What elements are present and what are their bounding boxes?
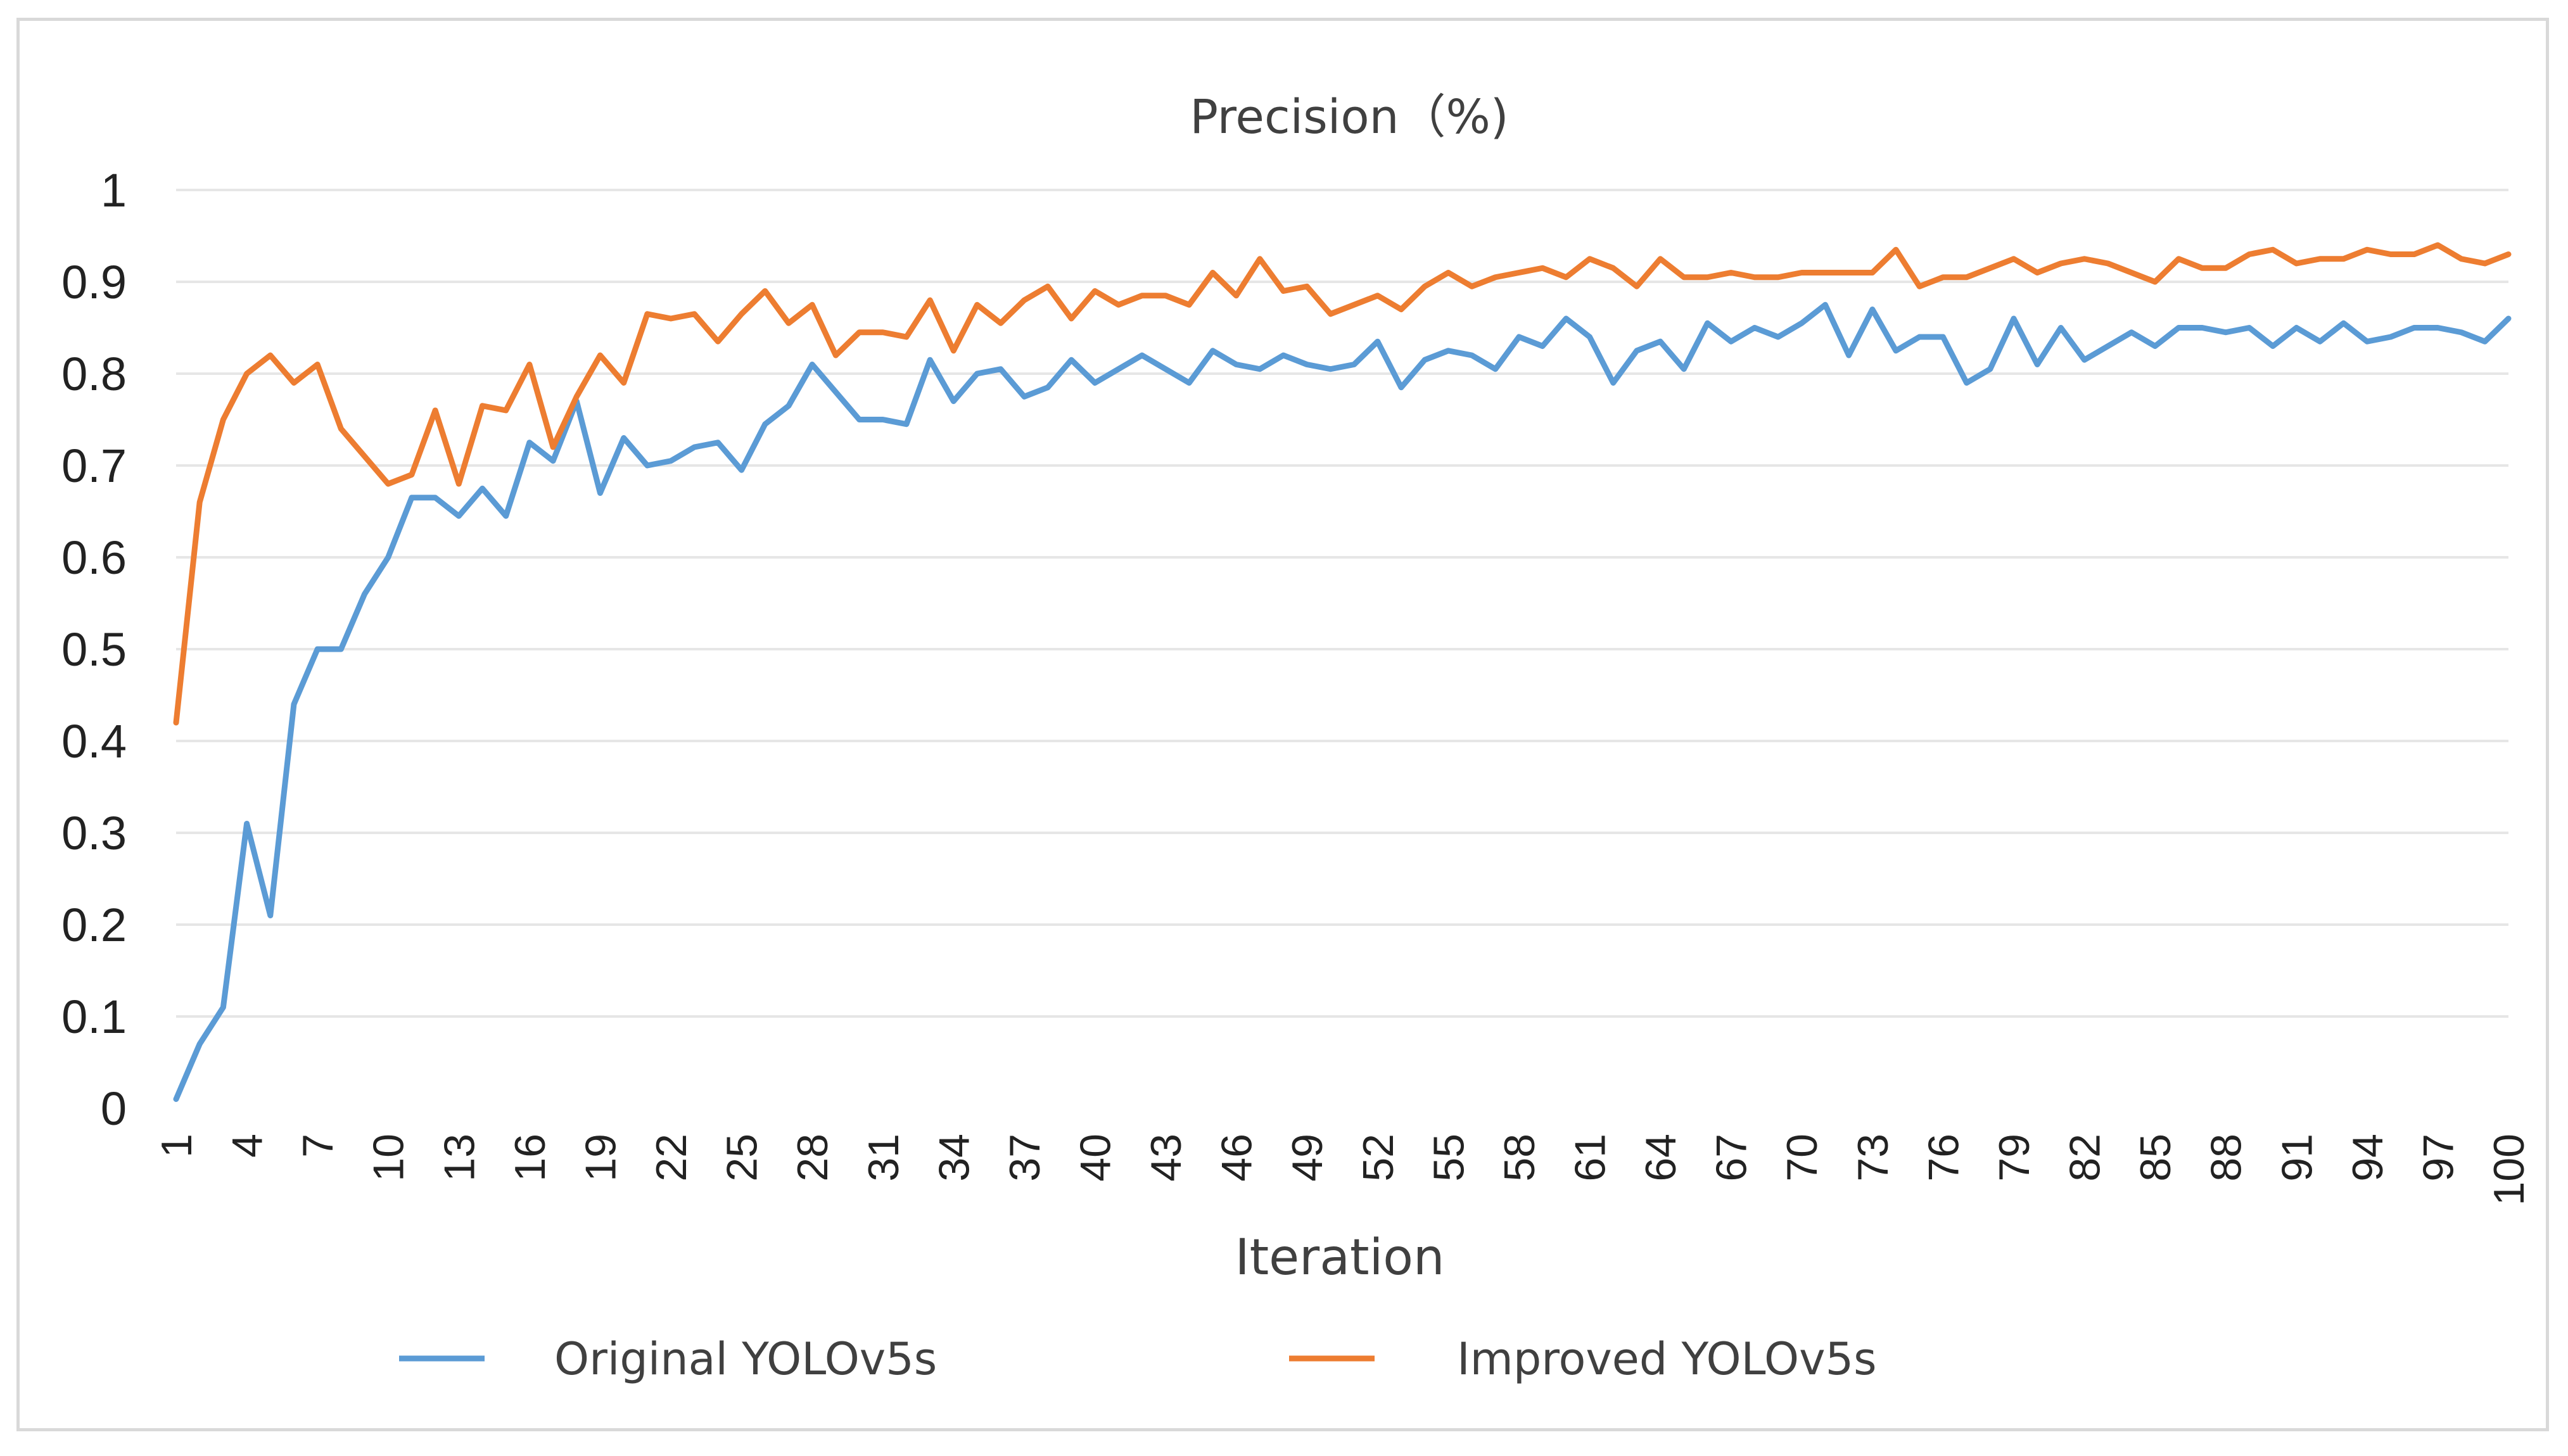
x-tick-label: 91 <box>2273 1134 2321 1182</box>
x-tick-label: 25 <box>718 1134 766 1182</box>
y-tick-label: 0.3 <box>61 807 127 859</box>
x-tick-label: 10 <box>365 1134 413 1182</box>
x-tick-label: 70 <box>1778 1134 1826 1182</box>
x-tick-label: 22 <box>647 1134 696 1182</box>
x-tick-label: 4 <box>224 1134 272 1158</box>
x-tick-label: 76 <box>1919 1134 1967 1182</box>
x-tick-label: 43 <box>1142 1134 1190 1182</box>
y-tick-label: 0 <box>101 1082 127 1135</box>
x-tick-label: 55 <box>1425 1134 1473 1182</box>
y-tick-label: 0.9 <box>61 256 127 308</box>
chart-title: Precision（%) <box>1190 90 1508 144</box>
gridlines <box>176 189 2508 1018</box>
x-tick-label: 94 <box>2344 1134 2392 1182</box>
y-tick-label: 0.1 <box>61 991 127 1043</box>
legend-label-original: Original YOLOv5s <box>554 1333 937 1385</box>
series-lines <box>173 242 2512 1102</box>
x-tick-label: 79 <box>1990 1134 2038 1182</box>
x-tick-label: 58 <box>1496 1134 1544 1182</box>
y-tick-label: 0.4 <box>61 715 127 768</box>
y-tick-label: 0.2 <box>61 899 127 951</box>
y-tick-label: 0.6 <box>61 531 127 584</box>
y-tick-label: 0.7 <box>61 440 127 492</box>
legend: Original YOLOv5s Improved YOLOv5s <box>399 1333 1877 1385</box>
x-tick-label: 40 <box>1071 1134 1119 1182</box>
series-line-original <box>173 301 2512 1102</box>
x-tick-label: 28 <box>789 1134 837 1182</box>
x-tick-label: 73 <box>1849 1134 1897 1182</box>
x-tick-label: 16 <box>506 1134 554 1182</box>
y-axis-ticks: 0 0.1 0.2 0.3 0.4 0.5 0.6 0.7 0.8 0.9 1 <box>61 164 127 1135</box>
y-tick-label: 0.8 <box>61 348 127 400</box>
x-tick-label: 61 <box>1567 1134 1615 1182</box>
x-tick-label: 52 <box>1354 1134 1402 1182</box>
y-tick-label: 1 <box>101 164 127 217</box>
x-tick-label: 100 <box>2485 1134 2533 1205</box>
x-axis-ticks: 1 4 7 10 13 16 19 22 25 28 31 34 37 40 43 46 49 52 55 58 61 6… <box>153 1134 2533 1205</box>
x-tick-label: 7 <box>294 1134 342 1158</box>
x-tick-label: 67 <box>1708 1134 1756 1182</box>
x-tick-label: 34 <box>930 1134 978 1182</box>
x-tick-label: 37 <box>1001 1134 1049 1182</box>
x-tick-label: 19 <box>576 1134 625 1182</box>
legend-label-improved: Improved YOLOv5s <box>1457 1333 1877 1385</box>
x-tick-label: 1 <box>153 1134 201 1158</box>
x-tick-label: 82 <box>2061 1134 2109 1182</box>
x-tick-label: 13 <box>435 1134 483 1182</box>
chart-frame <box>16 18 2549 1431</box>
y-tick-label: 0.5 <box>61 623 127 676</box>
x-tick-label: 31 <box>860 1134 908 1182</box>
series-line-improved <box>173 242 2512 726</box>
x-tick-label: 49 <box>1283 1134 1332 1182</box>
x-tick-label: 85 <box>2132 1134 2180 1182</box>
x-axis-label: Iteration <box>1235 1229 1445 1286</box>
x-tick-label: 64 <box>1637 1134 1685 1182</box>
x-tick-label: 46 <box>1213 1134 1261 1182</box>
x-tick-label: 97 <box>2414 1134 2462 1182</box>
x-tick-label: 88 <box>2203 1134 2251 1182</box>
